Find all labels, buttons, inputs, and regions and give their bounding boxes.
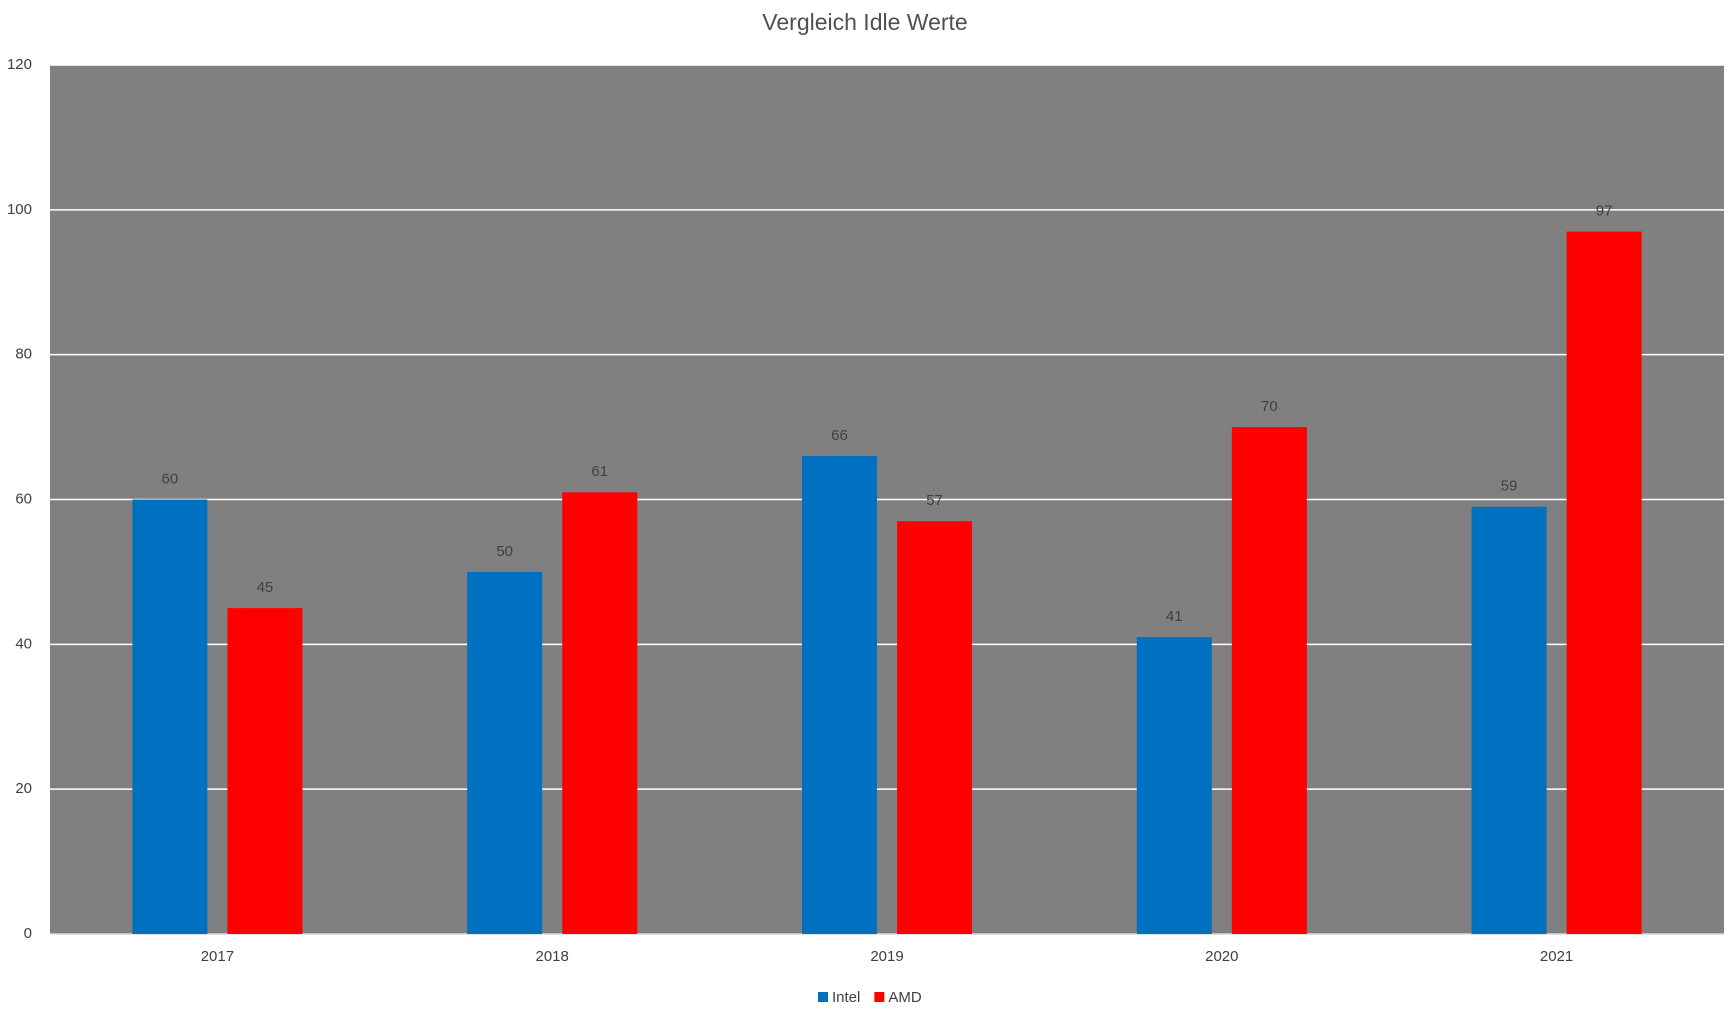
x-tick-label: 2017 <box>201 948 234 965</box>
data-label: 66 <box>831 427 848 444</box>
data-label: 97 <box>1596 203 1613 220</box>
data-label: 41 <box>1166 608 1183 625</box>
data-label: 61 <box>591 463 608 480</box>
bar <box>801 456 877 934</box>
y-tick-label: 40 <box>15 635 32 652</box>
legend-swatch <box>818 992 828 1002</box>
bar <box>897 521 973 934</box>
bar <box>1136 637 1212 934</box>
x-tick-label: 2020 <box>1205 948 1238 965</box>
y-tick-label: 80 <box>15 346 32 363</box>
legend-swatch <box>874 992 885 1002</box>
bar <box>467 571 543 934</box>
bar <box>562 492 638 934</box>
y-tick-label: 20 <box>15 780 32 797</box>
bar <box>1471 506 1547 934</box>
data-label: 57 <box>926 492 943 509</box>
y-tick-label: 100 <box>7 201 32 218</box>
x-tick-label: 2021 <box>1540 948 1573 965</box>
bar <box>132 499 208 934</box>
x-tick-label: 2018 <box>536 948 569 965</box>
bar <box>1566 231 1642 934</box>
data-label: 60 <box>162 470 179 487</box>
bar <box>227 608 303 934</box>
legend-label: AMD <box>888 989 922 1006</box>
x-tick-label: 2019 <box>870 948 903 965</box>
y-tick-label: 60 <box>15 490 32 507</box>
chart-title: Vergleich Idle Werte <box>762 9 967 35</box>
data-label: 45 <box>257 579 274 596</box>
y-tick-label: 0 <box>24 925 32 942</box>
y-tick-label: 120 <box>7 56 32 73</box>
data-label: 59 <box>1501 478 1518 495</box>
data-label: 50 <box>496 543 513 560</box>
data-label: 70 <box>1261 398 1278 415</box>
bar <box>1231 427 1307 934</box>
legend-label: Intel <box>832 989 860 1006</box>
